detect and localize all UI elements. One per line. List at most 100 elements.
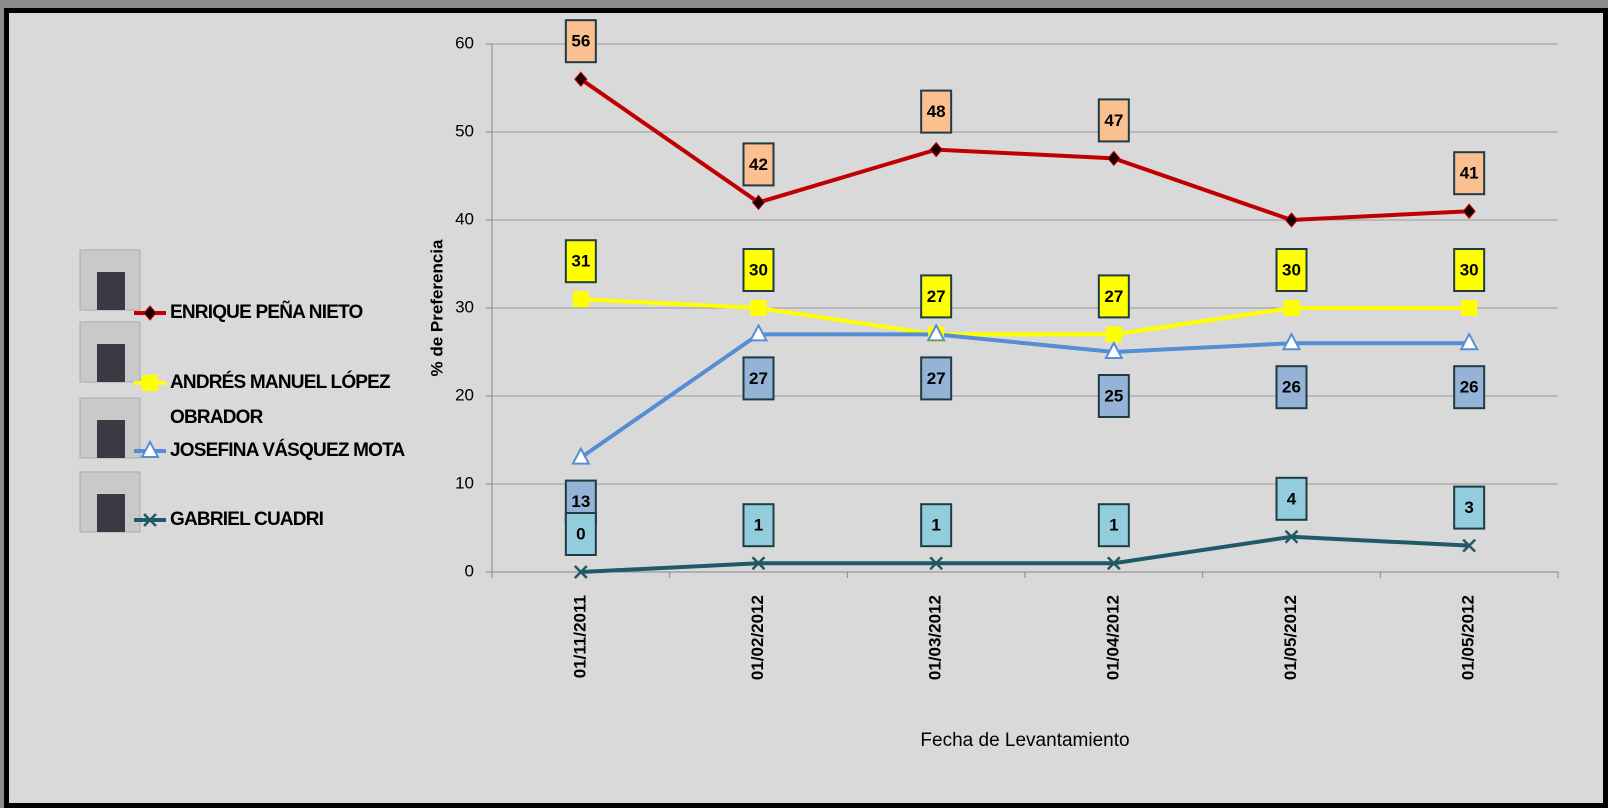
y-tick-label: 10 xyxy=(455,473,474,492)
marker xyxy=(140,439,160,458)
y-tick-label: 20 xyxy=(455,385,474,404)
marker xyxy=(142,375,158,391)
data-label-box xyxy=(564,19,597,64)
data-label-box xyxy=(742,142,775,187)
marker xyxy=(1281,332,1302,351)
series-line xyxy=(579,332,1470,460)
panel xyxy=(4,8,1608,808)
x-tick-label: 01/03/2012 xyxy=(926,595,945,680)
data-label: 47 xyxy=(1104,111,1123,130)
data-label-box xyxy=(1453,151,1486,196)
data-label: 31 xyxy=(571,252,590,271)
legend-photo-figure xyxy=(97,344,125,382)
y-tick-label: 40 xyxy=(455,209,474,228)
data-label-box xyxy=(1097,98,1130,143)
marker xyxy=(750,300,767,316)
data-label-box xyxy=(742,356,775,401)
data-label-box xyxy=(1453,485,1486,530)
marker xyxy=(143,513,157,527)
marker xyxy=(571,446,591,465)
marker xyxy=(1105,326,1122,343)
y-tick-label: 30 xyxy=(455,297,474,316)
x-tick-label: 01/11/2011 xyxy=(570,595,589,678)
data-label: 1 xyxy=(931,516,940,535)
data-label: 30 xyxy=(749,260,768,279)
data-label: 13 xyxy=(571,492,590,511)
y-tick-label: 0 xyxy=(465,561,474,580)
data-label: 26 xyxy=(1460,378,1479,397)
data-label-box xyxy=(920,89,953,134)
legend-label: JOSEFINA VÁSQUEZ MOTA xyxy=(170,440,405,461)
data-label: 27 xyxy=(927,369,946,388)
x-tick-label: 01/05/2012 xyxy=(1281,595,1300,680)
data-label: 0 xyxy=(576,524,585,543)
marker xyxy=(143,305,157,321)
data-label-box xyxy=(920,356,953,401)
marker xyxy=(1284,212,1299,228)
data-label: 30 xyxy=(1282,260,1301,279)
marker xyxy=(1461,300,1478,316)
data-label-box xyxy=(742,503,775,548)
marker xyxy=(574,71,588,87)
marker xyxy=(751,194,766,211)
data-label-box xyxy=(1275,248,1308,292)
marker xyxy=(1284,529,1299,544)
marker xyxy=(929,141,943,158)
x-tick-label: 01/02/2012 xyxy=(748,595,767,680)
data-label-box xyxy=(920,503,953,548)
data-label-box xyxy=(1275,476,1308,521)
legend-label: ANDRÉS MANUEL LÓPEZ OBRADOR xyxy=(170,372,391,428)
x-tick-label: 01/04/2012 xyxy=(1103,595,1122,680)
marker xyxy=(926,323,946,342)
legend-label: ENRIQUE PEÑA NIETO xyxy=(170,302,363,323)
data-label: 1 xyxy=(754,516,763,535)
data-label-box xyxy=(920,274,953,319)
marker xyxy=(1462,538,1477,553)
data-label: 42 xyxy=(749,155,768,174)
marker xyxy=(1104,340,1124,359)
legend-photo-figure xyxy=(97,272,125,310)
marker xyxy=(1106,556,1121,571)
marker xyxy=(751,556,766,571)
data-label-box xyxy=(564,239,597,284)
data-label: 27 xyxy=(927,287,946,306)
data-label: 56 xyxy=(571,32,590,51)
legend-label: GABRIEL CUADRI xyxy=(170,509,324,530)
data-label: 27 xyxy=(1104,287,1123,306)
data-label: 4 xyxy=(1287,489,1297,508)
data-label-box xyxy=(1275,365,1308,410)
x-axis-title: Fecha de Levantamiento xyxy=(920,730,1129,751)
data-label: 27 xyxy=(749,369,768,388)
marker xyxy=(748,323,769,342)
data-label-box xyxy=(1453,248,1486,292)
data-label: 30 xyxy=(1460,260,1479,279)
marker xyxy=(1459,332,1479,351)
series-line xyxy=(579,77,1470,223)
data-label-box xyxy=(742,248,775,292)
x-tick-label: 01/05/2012 xyxy=(1459,595,1478,680)
y-axis-title: % de Preferencia xyxy=(427,239,446,377)
data-label: 1 xyxy=(1109,516,1118,535)
data-label-box xyxy=(1453,365,1486,410)
y-tick-label: 60 xyxy=(455,33,474,52)
data-label: 3 xyxy=(1464,498,1473,517)
data-label: 48 xyxy=(927,102,946,121)
y-tick-label: 50 xyxy=(455,121,474,140)
series-line xyxy=(580,534,1470,574)
marker xyxy=(572,291,589,308)
data-label-box xyxy=(1097,503,1130,548)
data-label: 25 xyxy=(1104,386,1123,405)
marker xyxy=(1107,150,1121,167)
marker xyxy=(573,565,588,579)
marker xyxy=(1462,203,1476,219)
data-label-box xyxy=(564,512,597,556)
marker xyxy=(1283,300,1300,316)
data-label: 41 xyxy=(1460,164,1479,183)
series-line xyxy=(580,297,1470,337)
data-label: 26 xyxy=(1282,378,1301,397)
data-label-box xyxy=(1097,274,1130,319)
legend-photo-figure xyxy=(97,420,125,458)
data-label-box xyxy=(1097,374,1130,418)
marker xyxy=(929,556,944,571)
